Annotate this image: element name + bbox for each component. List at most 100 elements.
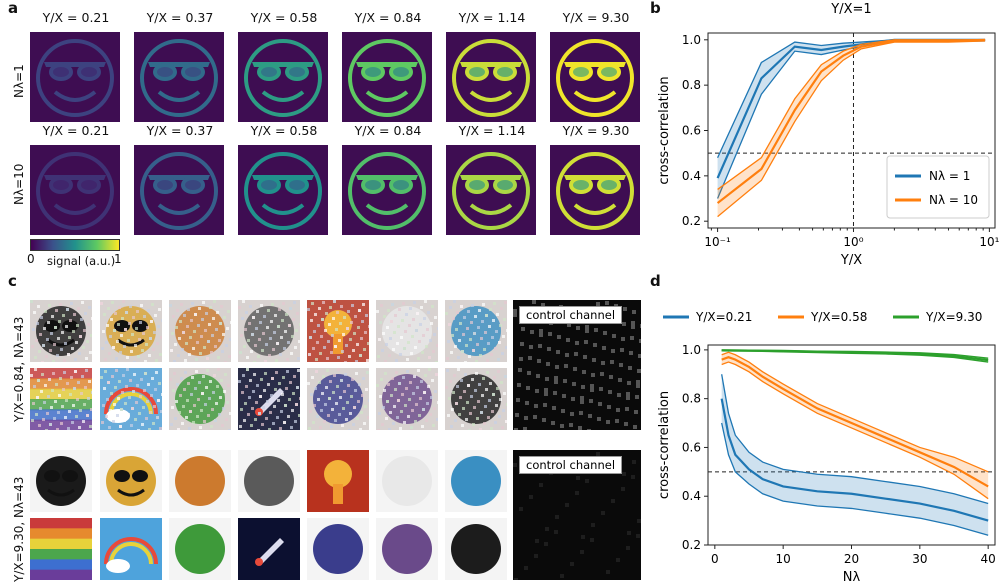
y-axis-label: cross-correlation [657, 391, 672, 499]
panel-a-smiley-thumbnail [134, 145, 224, 235]
panel-c-reconstructed-tile [238, 368, 300, 430]
panel-c-reconstructed-tile [169, 300, 231, 362]
legend-label: Nλ = 1 [929, 169, 970, 183]
panel-label-b: b [650, 0, 661, 17]
panel-a-row-label-1: Nλ=1 [12, 64, 26, 98]
chart-b-crosscorr-vs-yx: Y/X=1 10⁻¹ 10⁰ 10¹ 0.2 0.4 0.6 0.8 1.0 Y/X cross-c… [657, 2, 1000, 268]
panel-c-row-label-2: Y/X=9.30, Nλ=43 [12, 476, 26, 582]
panel-a-thumb-title: Y/X = 0.21 [42, 10, 110, 25]
panel-a-thumb-title: Y/X = 0.37 [146, 10, 214, 25]
panel-c-reconstructed-tile [169, 450, 231, 512]
panel-c-image-grid: Y/X=0.84, Nλ=43 Y/X=9.30, Nλ=43 control … [0, 290, 645, 585]
series-band-lower-edge [721, 361, 989, 500]
panel-a-smiley-thumbnail [446, 145, 536, 235]
y-tick-label: 0.6 [682, 440, 701, 454]
panel-a-smiley-thumbnail [134, 32, 224, 122]
panel-c-reconstructed-tile [100, 450, 162, 512]
y-tick-label: 0.4 [682, 169, 701, 183]
panel-c-reconstructed-tile [376, 518, 438, 580]
panel-a-smiley-thumbnail [238, 145, 328, 235]
chart-title: Y/X=1 [830, 2, 871, 17]
panel-label-c: c [8, 272, 17, 290]
panel-a-thumb-title: Y/X = 1.14 [458, 10, 526, 25]
panel-a-thumb-title: Y/X = 1.14 [458, 123, 526, 138]
panel-c-reconstructed-tile [30, 368, 92, 430]
legend-box [886, 155, 990, 219]
panel-a-smiley-thumbnail [446, 32, 536, 122]
panel-label-a: a [8, 0, 19, 17]
panel-a-thumb-title: Y/X = 9.30 [562, 123, 630, 138]
series-line [716, 38, 986, 204]
series-line [720, 398, 989, 522]
panel-c-reconstructed-tile [30, 450, 92, 512]
panel-a-smiley-thumbnail [30, 145, 120, 235]
panel-c-reconstructed-tile [376, 450, 438, 512]
legend-label: Nλ = 10 [929, 193, 978, 207]
x-tick-label: 30 [912, 552, 927, 566]
panel-a-thumb-title: Y/X = 0.58 [250, 10, 318, 25]
series-band-lower-edge [721, 422, 989, 536]
y-tick-label: 1.0 [682, 343, 701, 357]
series-band-lower-edge [717, 40, 986, 218]
panel-c-reconstructed-tile [307, 518, 369, 580]
panel-a-thumb-title: Y/X = 0.84 [354, 10, 422, 25]
panel-c-reconstructed-tile [376, 368, 438, 430]
series-band-upper-edge [721, 374, 989, 505]
y-tick-label: 0.4 [682, 489, 701, 503]
panel-c-reconstructed-tile [30, 518, 92, 580]
series-band-upper-edge [717, 39, 986, 190]
colorbar [30, 239, 120, 251]
panel-c-reconstructed-tile [307, 450, 369, 512]
y-tick-label: 0.2 [682, 538, 701, 552]
panel-c-reconstructed-tile [445, 300, 507, 362]
x-axis-label: Y/X [840, 253, 862, 268]
panel-c-reconstructed-tile [307, 300, 369, 362]
series-line [721, 349, 989, 362]
panel-a-smiley-thumbnail [238, 32, 328, 122]
panel-label-d: d [650, 272, 661, 290]
colorbar-label: signal (a.u.) [47, 254, 116, 268]
y-tick-label: 1.0 [682, 33, 701, 47]
panel-c-reconstructed-tile [238, 450, 300, 512]
panel-c-row-label-1: Y/X=0.84, Nλ=43 [12, 316, 26, 422]
chart-d-crosscorr-vs-nlambda: 0 10 20 30 40 0.2 0.4 0.6 0.8 1.0 Nλ cross-correlat… [657, 310, 996, 585]
control-channel-label: control channel [519, 456, 623, 474]
y-tick-label: 0.8 [682, 392, 701, 406]
panel-a-row-label-2: Nλ=10 [12, 163, 26, 205]
legend-label: Y/X=0.21 [695, 310, 752, 324]
y-tick-label: 0.2 [682, 214, 701, 228]
panel-a-smiley-thumbnail [342, 145, 432, 235]
panel-c-reconstructed-tile [100, 300, 162, 362]
colorbar-min-label: 0 [27, 252, 35, 266]
panel-c-reconstructed-tile [376, 300, 438, 362]
panel-c-reconstructed-tile [238, 300, 300, 362]
x-tick-label: 10⁰ [843, 235, 863, 249]
panel-a-thumb-title: Y/X = 0.37 [146, 123, 214, 138]
x-tick-label: 20 [844, 552, 859, 566]
panel-c-reconstructed-tile [445, 450, 507, 512]
y-tick-label: 0.6 [682, 124, 701, 138]
control-channel-label: control channel [519, 306, 623, 324]
legend-label: Y/X=0.58 [810, 310, 867, 324]
panel-c-reconstructed-tile [445, 368, 507, 430]
panel-a-smiley-thumbnail [30, 32, 120, 122]
x-tick-label: 40 [981, 552, 996, 566]
series-line [721, 356, 989, 488]
x-tick-label: 0 [711, 552, 719, 566]
y-axis-label: cross-correlation [657, 76, 672, 184]
panel-c-reconstructed-tile [169, 368, 231, 430]
panel-c-reconstructed-tile [445, 518, 507, 580]
panel-a-thumb-title: Y/X = 0.21 [42, 123, 110, 138]
x-axis-label: Nλ [843, 570, 861, 585]
panel-c-reconstructed-tile [100, 518, 162, 580]
x-tick-label: 10⁻¹ [704, 235, 731, 249]
legend-label: Y/X=9.30 [925, 310, 982, 324]
panel-a-smiley-thumbnail [342, 32, 432, 122]
series-band [721, 374, 989, 536]
panel-a-smiley-thumbnail [550, 32, 640, 122]
panel-c-reconstructed-tile [100, 368, 162, 430]
panel-a-thumb-title: Y/X = 0.84 [354, 123, 422, 138]
panel-c-reconstructed-tile [169, 518, 231, 580]
panel-a-smiley-grid: Nλ=1 Nλ=10 Y/X = 0.21 Y/X = 0.37 Y/X = 0.5… [0, 0, 640, 272]
colorbar-max-label: 1 [114, 252, 122, 266]
